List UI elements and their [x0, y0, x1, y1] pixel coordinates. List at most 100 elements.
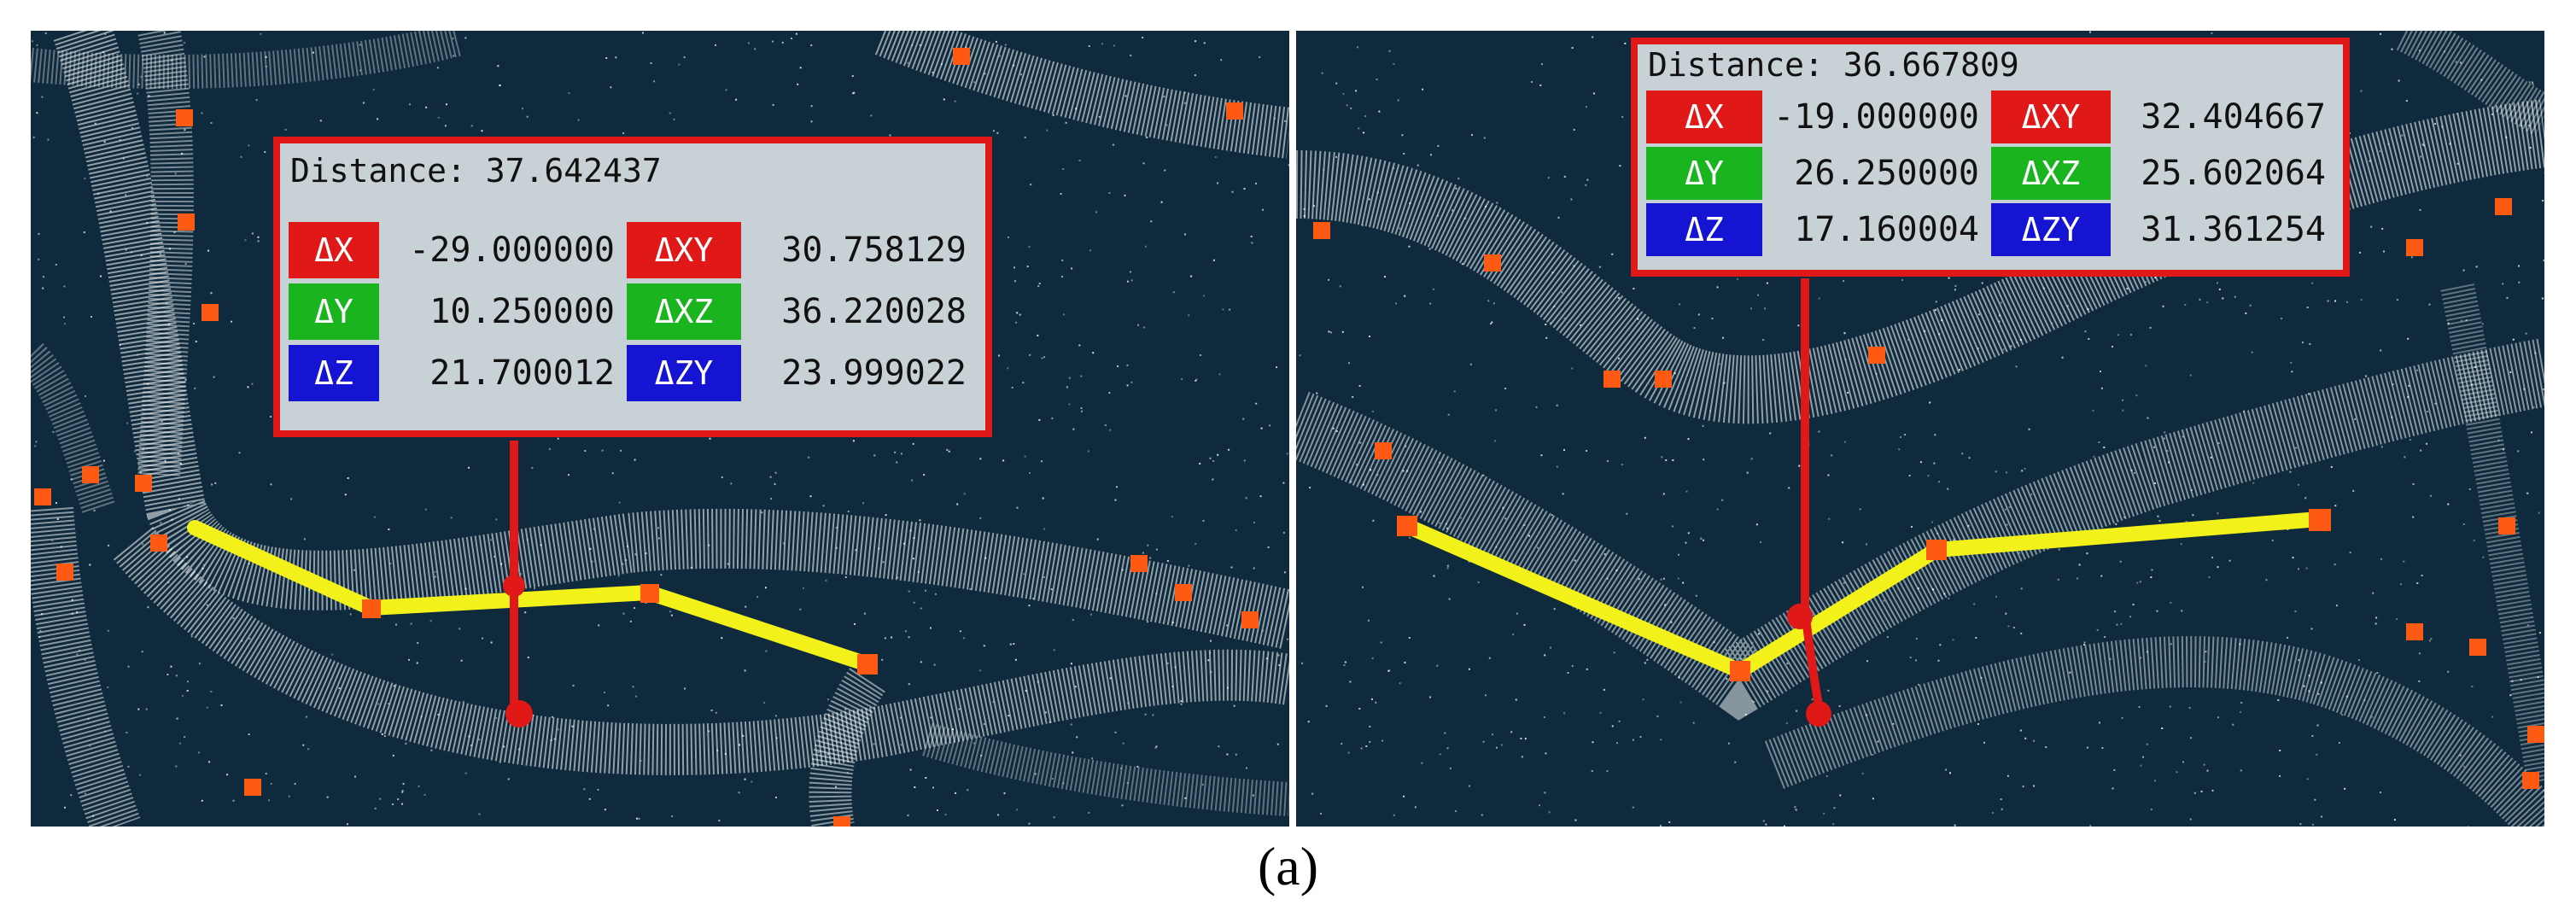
scatter-point — [1350, 107, 1352, 109]
scatter-point — [919, 44, 921, 46]
scatter-point — [526, 115, 529, 118]
scatter-point — [1766, 282, 1768, 284]
scatter-point — [264, 151, 266, 154]
scatter-point — [1092, 352, 1095, 354]
scatter-point — [127, 665, 130, 668]
scatter-point — [941, 63, 943, 66]
scatter-point — [2077, 577, 2079, 580]
scatter-point — [963, 637, 966, 640]
scatter-point — [146, 383, 149, 386]
scatter-point — [557, 437, 559, 440]
scatter-point — [932, 786, 934, 789]
scatter-point — [747, 42, 750, 44]
point-cloud-view-right[interactable]: Distance: 36.667809 ΔX -19.000000 ΔXY 32… — [1296, 31, 2544, 827]
scatter-point — [1556, 404, 1558, 406]
scatter-point — [210, 292, 213, 295]
scatter-point — [2019, 729, 2022, 732]
scatter-point — [557, 728, 559, 731]
scatter-point — [1468, 785, 1470, 787]
scatter-point — [1209, 651, 1212, 654]
scatter-point — [1901, 279, 1903, 281]
scatter-point — [1719, 363, 1721, 365]
scatter-point — [1166, 559, 1169, 562]
scatter-point — [430, 749, 433, 751]
scatter-point — [344, 494, 347, 496]
scatter-point — [1626, 512, 1628, 515]
scatter-point — [2380, 349, 2382, 352]
scatter-point — [946, 448, 949, 451]
scatter-point — [161, 445, 163, 447]
scatter-point — [1154, 746, 1157, 749]
scatter-point — [1043, 576, 1046, 578]
scatter-point — [2338, 741, 2340, 744]
scatter-point — [167, 581, 170, 584]
scatter-point — [1973, 603, 1976, 605]
scatter-point — [1746, 471, 1749, 474]
scatter-point — [577, 119, 580, 121]
scatter-point — [2100, 575, 2103, 577]
distance-label-box: Distance: 36.667809 ΔX -19.000000 ΔXY 32… — [1631, 38, 2350, 277]
scatter-point — [100, 275, 102, 277]
scatter-point — [1883, 599, 1885, 602]
scatter-point — [1381, 739, 1384, 742]
scatter-point — [524, 611, 527, 614]
scatter-point — [1606, 459, 1609, 462]
scatter-point — [1003, 792, 1006, 795]
scatter-point — [1488, 657, 1491, 659]
scatter-point — [1172, 291, 1175, 294]
scatter-point — [1547, 177, 1550, 179]
scan-marker — [833, 816, 850, 827]
scatter-point — [1243, 188, 1246, 190]
scatter-point — [1090, 613, 1092, 616]
scatter-point — [1823, 812, 1825, 815]
scatter-point — [168, 509, 171, 511]
scatter-point — [640, 759, 642, 762]
scatter-point — [885, 514, 887, 517]
path-vertex — [1926, 540, 1947, 560]
scatter-point — [1109, 429, 1112, 431]
scatter-point — [2379, 150, 2381, 153]
scatter-point — [255, 99, 258, 102]
scatter-point — [1395, 302, 1397, 305]
scatter-point — [1316, 392, 1318, 394]
scatter-point — [139, 774, 142, 776]
scatter-point — [795, 32, 797, 35]
scatter-point — [1843, 280, 1845, 283]
scatter-point — [1843, 332, 1846, 335]
scatter-point — [1977, 723, 1979, 725]
scatter-point — [2408, 384, 2410, 387]
scatter-point — [206, 706, 208, 709]
scatter-point — [94, 122, 96, 125]
scatter-point — [584, 450, 587, 453]
scatter-point — [2542, 200, 2544, 202]
scatter-point — [1444, 732, 1446, 734]
scatter-point — [288, 795, 290, 797]
scatter-point — [825, 579, 827, 581]
scatter-point — [1359, 441, 1362, 444]
scatter-point — [2096, 628, 2099, 631]
scatter-point — [568, 92, 570, 94]
scatter-point — [1872, 754, 1874, 756]
scatter-point — [2126, 288, 2129, 289]
delta-zy-chip: ΔZY — [627, 345, 741, 401]
point-cloud-view-left[interactable]: Distance: 37.642437 ΔX -29.000000 ΔXY 30… — [31, 31, 1289, 827]
scatter-point — [141, 651, 143, 653]
scatter-point — [902, 542, 905, 545]
scatter-point — [1678, 553, 1679, 556]
scatter-point — [1541, 63, 1543, 66]
scatter-point — [914, 786, 916, 788]
scatter-point — [1387, 669, 1390, 672]
scatter-point — [1580, 324, 1582, 326]
scatter-point — [2298, 568, 2299, 570]
scatter-point — [1053, 816, 1055, 819]
scatter-point — [894, 451, 897, 453]
scatter-point — [97, 193, 100, 195]
scatter-point — [1303, 207, 1306, 210]
scatter-point — [1152, 714, 1154, 716]
scatter-point — [2372, 592, 2374, 594]
scatter-point — [1586, 668, 1588, 670]
scatter-point — [863, 612, 866, 615]
scatter-point — [2251, 351, 2253, 353]
scatter-point — [2462, 269, 2465, 272]
scatter-point — [810, 105, 813, 108]
